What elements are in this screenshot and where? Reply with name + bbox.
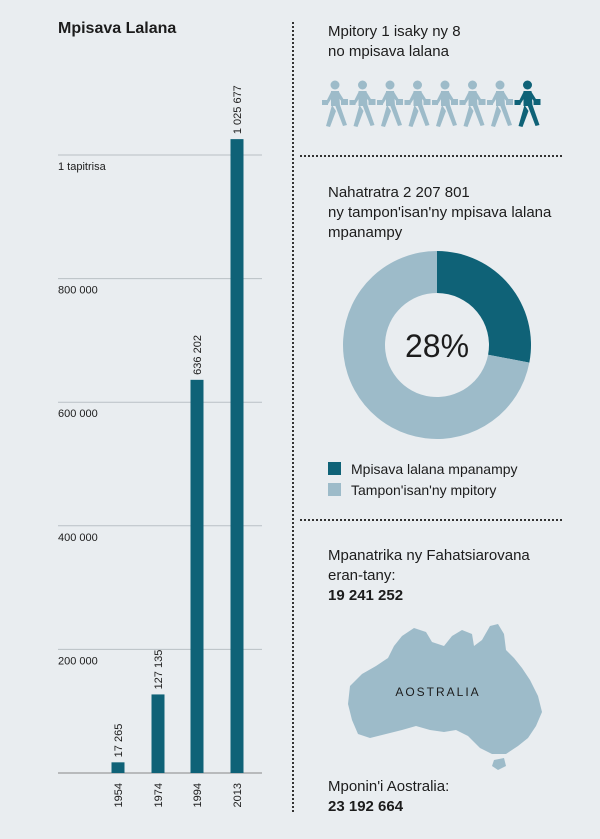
overseas-line2: eran-tany: [328, 567, 396, 584]
australia-map: AOSTRALIA [348, 624, 542, 770]
bar-chart: 200 000 400 000 600 000 800 000 1 tapitrisa 1… [58, 85, 262, 807]
overseas-attendance-text: Mpanatrika ny Fahatsiarovana eran-tany: … [328, 546, 588, 606]
vertical-divider [292, 22, 294, 812]
walking-commuter-icon [322, 80, 348, 127]
walking-commuters-group [322, 80, 541, 127]
commuter-ratio-line1: Mpitory 1 isaky ny 8 [328, 23, 461, 40]
horizontal-divider [300, 519, 562, 521]
y-tick-label: 800 000 [58, 285, 98, 297]
donut-caption-line2: ny tampon'isan'ny mpisava lalana [328, 204, 552, 221]
bar-value-label: 636 202 [192, 335, 204, 375]
population-text: Mponin'i Aostralia: 23 192 664 [328, 777, 588, 817]
donut-chart: 28% [343, 251, 531, 439]
legend-label-light: Tampon'isan'ny mpitory [351, 481, 497, 498]
bar [230, 139, 244, 774]
bar-value-label: 17 265 [113, 724, 125, 758]
walking-commuter-icon [487, 80, 513, 127]
legend-label-dark: Mpisava lalana mpanampy [351, 460, 518, 477]
australia-map-shape [348, 624, 542, 754]
x-tick-label: 1954 [113, 783, 125, 807]
x-tick-label: 1994 [192, 783, 204, 807]
walking-commuter-icon [432, 80, 458, 127]
walking-commuter-icon [459, 80, 486, 127]
bar-chart-title: Mpisava Lalana [58, 20, 177, 37]
commuter-ratio-line2: no mpisava lalana [328, 43, 449, 60]
bar-value-label: 127 135 [153, 650, 165, 690]
population-value: 23 192 664 [328, 798, 404, 815]
legend-swatch-dark [328, 462, 341, 475]
bar [190, 379, 204, 773]
tasmania-shape [492, 758, 506, 770]
walking-commuter-icon [377, 80, 403, 127]
bar-value-label: 1 025 677 [232, 85, 244, 134]
overseas-value: 19 241 252 [328, 587, 404, 604]
donut-percent-label: 28% [405, 328, 469, 364]
overseas-line1: Mpanatrika ny Fahatsiarovana [328, 547, 530, 564]
y-tick-label: 400 000 [58, 532, 98, 544]
y-tick-label: 600 000 [58, 408, 98, 420]
horizontal-divider [300, 155, 562, 157]
donut-slice [437, 251, 531, 363]
donut-slice [343, 251, 530, 439]
bar [151, 694, 165, 773]
donut-legend: Mpisava lalana mpanampy Tampon'isan'ny m… [328, 458, 518, 500]
map-label: AOSTRALIA [395, 685, 480, 699]
y-tick-label: 1 tapitrisa [58, 161, 107, 173]
x-tick-label: 2013 [232, 783, 244, 807]
donut-caption-line1: Nahatratra 2 207 801 [328, 184, 470, 201]
walking-commuter-icon [349, 80, 376, 127]
y-tick-label: 200 000 [58, 655, 98, 667]
legend-item-dark: Mpisava lalana mpanampy [328, 458, 518, 479]
walking-commuter-icon [514, 80, 541, 127]
population-label: Mponin'i Aostralia: [328, 778, 450, 795]
donut-caption: Nahatratra 2 207 801 ny tampon'isan'ny m… [328, 183, 578, 243]
legend-item-light: Tampon'isan'ny mpitory [328, 479, 518, 500]
donut-caption-line3: mpanampy [328, 224, 403, 241]
commuter-ratio-text: Mpitory 1 isaky ny 8 no mpisava lalana [328, 22, 578, 62]
legend-swatch-light [328, 483, 341, 496]
walking-commuter-icon [404, 80, 431, 127]
x-tick-label: 1974 [153, 783, 165, 807]
bar-chart-panel: Mpisava Lalana 200 000 400 000 600 000 800 … [0, 0, 290, 839]
bar [111, 762, 125, 773]
